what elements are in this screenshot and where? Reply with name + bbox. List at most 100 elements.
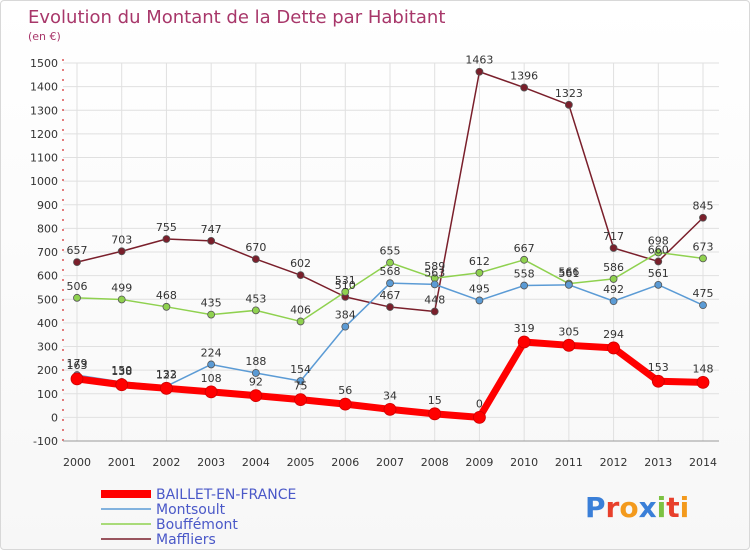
data-point [296, 377, 305, 385]
data-label: 108 [201, 372, 222, 385]
data-point [115, 378, 129, 392]
data-label: 755 [156, 221, 177, 234]
data-label: 92 [249, 376, 263, 389]
y-tick-label: 100 [37, 388, 58, 401]
svg-text:Proxiti: Proxiti [585, 491, 689, 524]
data-point [564, 100, 573, 109]
x-tick-label: 2005 [287, 456, 315, 469]
data-label: 589 [424, 260, 445, 273]
data-label: 602 [290, 257, 311, 270]
y-tick-label: 300 [37, 341, 58, 354]
data-label: 150 [111, 364, 132, 377]
data-label: 154 [290, 363, 311, 376]
data-point [338, 397, 352, 411]
data-point [117, 247, 126, 256]
y-tick-label: 500 [37, 293, 58, 306]
data-point [609, 244, 618, 252]
data-label: 467 [380, 289, 401, 302]
data-label: 657 [67, 244, 88, 257]
y-tick-label: 700 [37, 246, 58, 259]
data-label: 703 [111, 233, 132, 246]
data-point [386, 279, 394, 288]
data-point [696, 376, 710, 389]
data-point [204, 385, 218, 399]
data-label: 698 [648, 234, 669, 247]
data-point [651, 374, 665, 388]
x-tick-label: 2009 [465, 456, 493, 469]
legend-entry: Montsoult [156, 502, 226, 518]
data-label: 132 [156, 368, 177, 381]
data-point [654, 257, 663, 266]
data-label: 188 [245, 355, 266, 368]
legend-entry: BAILLET-EN-FRANCE [156, 487, 296, 503]
data-label: 717 [603, 230, 624, 243]
data-point [162, 302, 171, 311]
data-label: 319 [514, 322, 535, 335]
data-label: 670 [245, 241, 266, 254]
data-label: 179 [67, 357, 88, 370]
data-point [386, 303, 394, 311]
data-label: 673 [693, 240, 714, 253]
data-label: 384 [335, 309, 356, 322]
data-point [162, 235, 171, 243]
x-tick-label: 2010 [510, 456, 538, 469]
data-label: 612 [469, 255, 490, 268]
y-tick-label: 400 [37, 317, 58, 330]
legend-entry: Bouffémont [156, 517, 238, 533]
data-label: 568 [380, 265, 401, 278]
data-point [654, 280, 663, 289]
data-point [207, 360, 216, 369]
chart-title: Evolution du Montant de la Dette par Hab… [28, 7, 445, 28]
data-label: 15 [428, 394, 442, 407]
x-tick-label: 2013 [644, 456, 672, 469]
data-point [520, 83, 529, 92]
data-label: 495 [469, 282, 490, 295]
data-label: 561 [648, 267, 669, 280]
data-label: 506 [67, 280, 88, 293]
data-point [341, 322, 350, 331]
y-tick-label: 1000 [30, 175, 58, 188]
data-label: 499 [111, 281, 132, 294]
data-label: 566 [558, 266, 579, 279]
data-point [699, 301, 707, 310]
x-tick-label: 2001 [108, 456, 136, 469]
chart-subtitle: (en €) [28, 30, 61, 43]
data-point [70, 372, 84, 386]
data-label: 845 [693, 200, 714, 213]
y-tick-label: 800 [37, 222, 58, 235]
y-tick-label: 600 [37, 270, 58, 283]
data-label: 510 [335, 279, 356, 292]
data-point [475, 268, 484, 277]
data-label: 655 [380, 245, 401, 258]
data-point [562, 338, 576, 352]
data-label: 435 [201, 297, 222, 310]
data-label: 153 [648, 361, 669, 374]
data-point [430, 280, 439, 289]
data-label: 123 [156, 368, 177, 381]
data-point [296, 317, 305, 326]
data-point [117, 295, 126, 304]
data-point [699, 254, 707, 263]
data-point [294, 393, 307, 407]
data-point [607, 341, 620, 355]
y-tick-label: 200 [37, 364, 58, 377]
data-point [251, 255, 260, 263]
y-tick-label: 1200 [30, 128, 58, 141]
data-point [383, 402, 397, 416]
data-point [251, 369, 260, 377]
data-label: 1396 [510, 70, 538, 83]
y-tick-label: 1100 [30, 152, 58, 165]
data-label: 305 [558, 325, 579, 338]
data-label: 448 [424, 294, 445, 307]
data-point [207, 310, 216, 319]
data-point [473, 410, 486, 424]
x-tick-label: 2008 [421, 456, 449, 469]
x-tick-label: 2003 [197, 456, 225, 469]
data-label: 163 [67, 359, 88, 372]
data-label: 468 [156, 289, 177, 302]
data-point [207, 236, 216, 245]
data-point [609, 275, 618, 283]
data-label: 475 [693, 287, 714, 300]
